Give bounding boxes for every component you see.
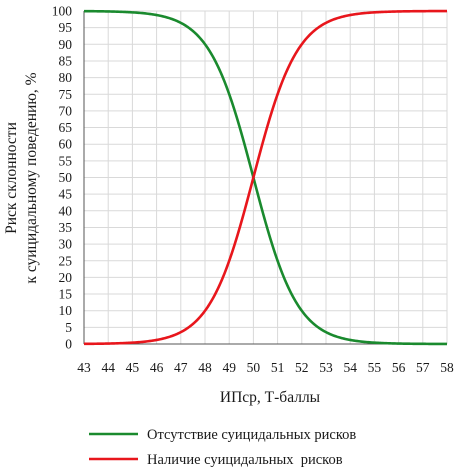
y-tick-label: 45 [59, 187, 73, 202]
y-tick-label: 95 [59, 20, 73, 35]
x-tick-label: 58 [440, 360, 454, 375]
chart-grid [83, 10, 448, 345]
y-tick-label: 5 [65, 320, 72, 335]
y-tick-label: 60 [59, 137, 73, 152]
y-tick-label: 0 [65, 337, 72, 352]
x-tick-label: 48 [198, 360, 212, 375]
y-tick-label: 90 [59, 37, 73, 52]
legend-label-presence: Наличие суицидальных рисков [147, 452, 343, 467]
x-tick-label: 51 [271, 360, 285, 375]
y-tick-label: 25 [59, 253, 73, 268]
x-tick-label: 52 [295, 360, 309, 375]
y-tick-label: 20 [59, 270, 73, 285]
y-tick-label: 65 [59, 120, 73, 135]
x-tick-label: 56 [392, 360, 406, 375]
chart-series [83, 9, 448, 346]
y-tick-label: 100 [52, 4, 73, 19]
y-tick-label: 50 [59, 170, 73, 185]
y-tick-label: 10 [59, 303, 73, 318]
chart-tick-labels: 0510152025303540455055606570758085909510… [52, 4, 454, 376]
series-line-presence [83, 9, 448, 346]
x-tick-label: 50 [247, 360, 261, 375]
y-tick-label: 70 [59, 103, 73, 118]
y-tick-label: 30 [59, 237, 73, 252]
series-line-absence [83, 9, 448, 346]
y-tick-label: 15 [59, 287, 73, 302]
x-tick-label: 49 [222, 360, 236, 375]
y-axis-title-line2: к суицидальному поведению, % [23, 72, 40, 283]
x-axis-title: ИПср, Т-баллы [220, 389, 321, 406]
y-tick-label: 35 [59, 220, 73, 235]
x-tick-label: 47 [174, 360, 188, 375]
x-tick-label: 55 [368, 360, 382, 375]
y-axis-title-line1: Риск склонности [3, 122, 20, 234]
x-tick-label: 57 [416, 360, 430, 375]
y-tick-label: 75 [59, 87, 73, 102]
y-tick-label: 80 [59, 70, 73, 85]
y-tick-label: 85 [59, 53, 73, 68]
y-tick-label: 55 [59, 153, 73, 168]
x-tick-label: 43 [77, 360, 91, 375]
legend: Отсутствие суицидальных рисков Наличие с… [89, 427, 356, 467]
x-tick-label: 45 [126, 360, 140, 375]
x-tick-label: 53 [319, 360, 333, 375]
y-tick-label: 40 [59, 203, 73, 218]
legend-label-absence: Отсутствие суицидальных рисков [147, 427, 356, 443]
x-tick-label: 44 [101, 360, 115, 375]
x-tick-label: 54 [343, 360, 357, 375]
x-tick-label: 46 [150, 360, 164, 375]
